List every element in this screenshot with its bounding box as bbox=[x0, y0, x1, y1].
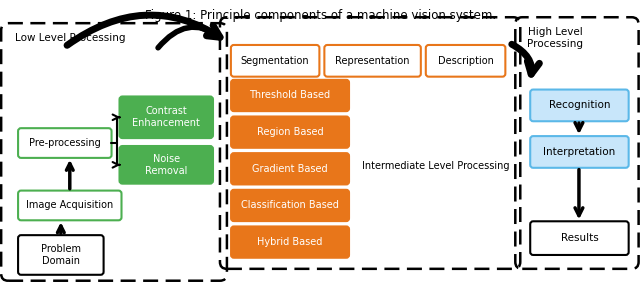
Text: Noise
Removal: Noise Removal bbox=[145, 154, 188, 176]
FancyBboxPatch shape bbox=[18, 128, 111, 158]
Text: High Level
Processing: High Level Processing bbox=[527, 27, 583, 49]
Text: Region Based: Region Based bbox=[257, 127, 323, 137]
Text: Threshold Based: Threshold Based bbox=[250, 91, 331, 101]
FancyArrowPatch shape bbox=[158, 26, 219, 48]
FancyBboxPatch shape bbox=[231, 116, 349, 148]
FancyBboxPatch shape bbox=[231, 226, 349, 258]
Text: Recognition: Recognition bbox=[548, 100, 610, 110]
Text: Low Level Processing: Low Level Processing bbox=[15, 33, 125, 43]
Text: Intermediate Level Processing: Intermediate Level Processing bbox=[362, 161, 509, 171]
FancyBboxPatch shape bbox=[18, 191, 122, 220]
FancyBboxPatch shape bbox=[231, 45, 319, 77]
Text: Results: Results bbox=[561, 233, 598, 243]
Text: Gradient Based: Gradient Based bbox=[252, 164, 328, 174]
Text: Segmentation: Segmentation bbox=[241, 56, 310, 66]
FancyBboxPatch shape bbox=[120, 96, 213, 138]
Text: Problem
Domain: Problem Domain bbox=[41, 244, 81, 266]
Text: Interpretation: Interpretation bbox=[543, 147, 616, 157]
Text: Pre-processing: Pre-processing bbox=[29, 138, 100, 148]
Text: Contrast
Enhancement: Contrast Enhancement bbox=[132, 106, 200, 128]
FancyBboxPatch shape bbox=[530, 136, 628, 168]
FancyArrowPatch shape bbox=[512, 44, 540, 74]
FancyBboxPatch shape bbox=[324, 45, 421, 77]
FancyBboxPatch shape bbox=[530, 90, 628, 121]
FancyBboxPatch shape bbox=[231, 190, 349, 221]
Text: Image Acquisition: Image Acquisition bbox=[26, 201, 113, 211]
FancyBboxPatch shape bbox=[231, 153, 349, 185]
FancyArrowPatch shape bbox=[67, 15, 220, 45]
FancyBboxPatch shape bbox=[426, 45, 506, 77]
Text: Representation: Representation bbox=[335, 56, 410, 66]
FancyBboxPatch shape bbox=[18, 235, 104, 275]
Text: Hybrid Based: Hybrid Based bbox=[257, 237, 323, 247]
FancyBboxPatch shape bbox=[231, 80, 349, 111]
Text: Figure 1: Principle components of a machine vision system.: Figure 1: Principle components of a mach… bbox=[145, 9, 496, 22]
FancyBboxPatch shape bbox=[530, 221, 628, 255]
Text: Description: Description bbox=[438, 56, 493, 66]
Text: Classification Based: Classification Based bbox=[241, 201, 339, 211]
FancyBboxPatch shape bbox=[120, 146, 213, 184]
